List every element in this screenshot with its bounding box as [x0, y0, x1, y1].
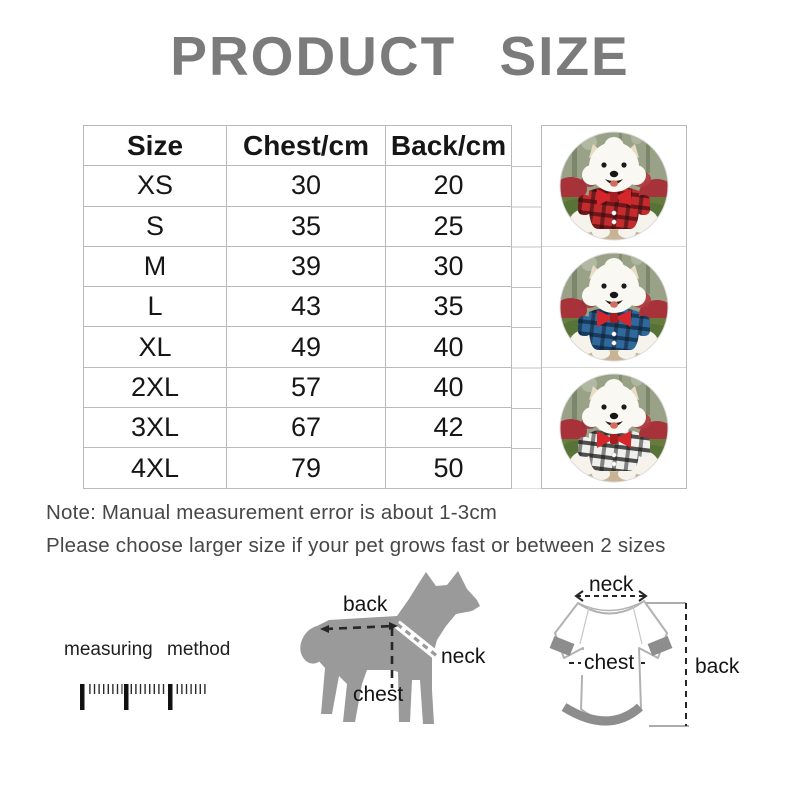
size-cell: 2XL	[83, 366, 227, 409]
dog-back-label: back	[343, 593, 388, 616]
shirt-measurement-diagram: neck chest back	[545, 570, 760, 740]
chest-cell: 30	[226, 165, 386, 207]
row-divider-stubs	[512, 166, 541, 489]
table-row: 2XL 57 40	[83, 366, 512, 409]
back-cell: 42	[385, 407, 512, 449]
ruler-icon	[80, 684, 207, 710]
product-photos-panel	[541, 125, 687, 489]
table-row: 3XL 67 42	[83, 407, 512, 449]
note-choose-larger-size: Please choose larger size if your pet gr…	[46, 534, 666, 557]
table-row: XL 49 40	[83, 326, 512, 368]
shirt-neck-label: neck	[589, 573, 634, 596]
dog-in-red-plaid-shirt	[559, 131, 669, 241]
back-cell: 40	[385, 326, 512, 368]
dog-silhouette-icon	[300, 571, 480, 724]
product-photo	[542, 126, 686, 246]
size-cell: L	[83, 286, 227, 328]
dog-in-blue-plaid-shirt	[559, 252, 669, 362]
table-row: S 35 25	[83, 205, 512, 247]
chest-cell: 49	[226, 326, 386, 368]
table-row: XS 30 20	[83, 165, 512, 207]
dog-chest-label: chest	[353, 683, 404, 706]
shirt-chest-label: chest	[581, 650, 638, 676]
back-cell: 50	[385, 447, 512, 489]
chest-cell: 79	[226, 447, 386, 489]
chest-cell: 39	[226, 245, 386, 288]
size-cell: 3XL	[83, 407, 227, 449]
shirt-outline-icon	[549, 590, 689, 727]
size-cell: 4XL	[83, 447, 227, 489]
dog-in-black-white-plaid-shirt	[559, 373, 669, 483]
size-cell: XL	[83, 326, 227, 368]
size-table: Size Chest/cm Back/cm XS 30 20 S 35 25 M…	[83, 124, 512, 489]
measuring-method-label: measuring method	[64, 639, 231, 660]
chest-cell: 57	[226, 366, 386, 409]
column-header-chest: Chest/cm	[226, 124, 386, 167]
back-cell: 40	[385, 366, 512, 409]
dog-measurement-diagram: back neck chest	[295, 566, 510, 741]
size-cell: XS	[83, 165, 227, 207]
column-header-back: Back/cm	[385, 124, 512, 167]
table-row: 4XL 79 50	[83, 447, 512, 489]
shirt-back-label: back	[695, 655, 740, 678]
note-measurement-error: Note: Manual measurement error is about …	[46, 501, 498, 524]
column-header-size: Size	[83, 124, 227, 167]
size-cell: M	[83, 245, 227, 288]
size-cell: S	[83, 205, 227, 247]
page-title: PRODUCT SIZE	[170, 25, 630, 87]
table-header-row: Size Chest/cm Back/cm	[83, 124, 512, 167]
back-cell: 30	[385, 245, 512, 288]
product-photo	[542, 246, 686, 367]
back-cell: 25	[385, 205, 512, 247]
product-photo	[542, 367, 686, 488]
dog-neck-label: neck	[441, 645, 486, 668]
back-cell: 35	[385, 286, 512, 328]
chest-cell: 67	[226, 407, 386, 449]
back-cell: 20	[385, 165, 512, 207]
table-row: M 39 30	[83, 245, 512, 288]
chest-cell: 43	[226, 286, 386, 328]
table-row: L 43 35	[83, 286, 512, 328]
chest-cell: 35	[226, 205, 386, 247]
